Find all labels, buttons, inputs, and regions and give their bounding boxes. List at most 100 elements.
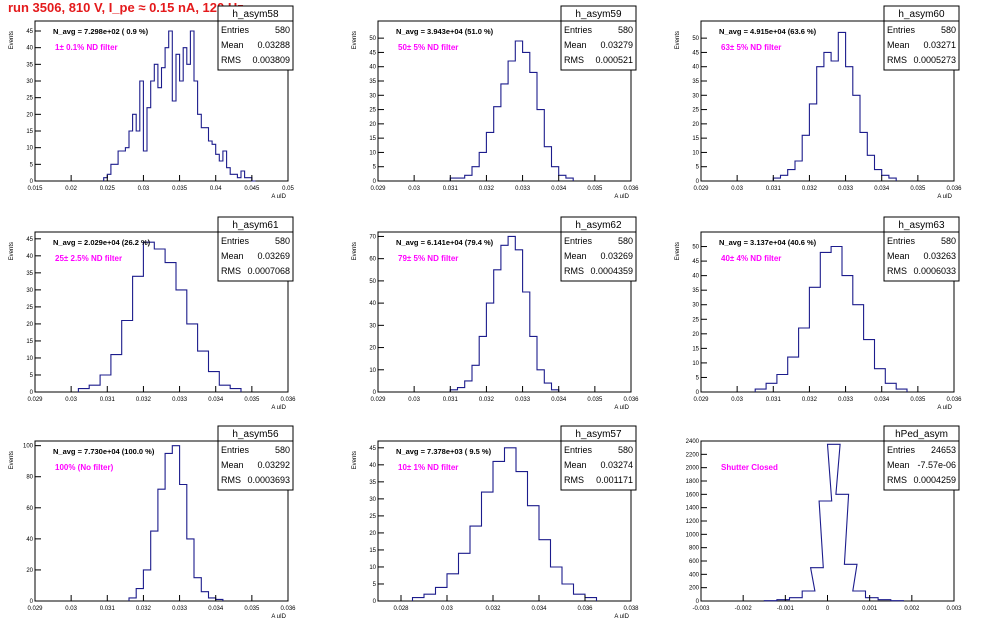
x-axis-label: A uID xyxy=(271,614,286,620)
y-tick-label: 0 xyxy=(373,599,377,605)
stats-title: h_asym61 xyxy=(232,220,279,231)
x-tick-label: 0.034 xyxy=(208,397,224,403)
y-tick-label: 5 xyxy=(373,582,377,588)
x-tick-label: -0.001 xyxy=(777,606,795,612)
x-tick-label: 0.03 xyxy=(138,186,150,192)
navg-label: N_avg = 7.298e+02 ( 0.9 %) xyxy=(53,27,149,36)
stats-value: 0.03269 xyxy=(600,251,633,261)
x-tick-label: 0.031 xyxy=(443,186,459,192)
stats-value: 0.001171 xyxy=(596,475,633,485)
x-axis-label: A uID xyxy=(271,194,286,200)
y-tick-label: 30 xyxy=(369,497,376,503)
stats-label: Mean xyxy=(221,460,244,470)
y-tick-label: 200 xyxy=(689,586,700,592)
stats-value: 0.0007068 xyxy=(247,266,290,276)
y-tick-label: 50 xyxy=(369,279,376,285)
stats-box xyxy=(883,216,960,282)
stats-label: RMS xyxy=(564,475,584,485)
y-tick-label: 20 xyxy=(369,531,376,537)
stats-label: RMS xyxy=(564,266,584,276)
filter-annotation: 63± 5% ND filter xyxy=(721,43,781,52)
stats-value: 0.03269 xyxy=(257,251,290,261)
navg-label: N_avg = 7.730e+04 (100.0 %) xyxy=(53,447,155,456)
stats-label: RMS xyxy=(221,55,241,65)
x-tick-label: 0.031 xyxy=(766,397,782,403)
stats-label: Mean xyxy=(887,251,910,261)
x-tick-label: -0.002 xyxy=(735,606,753,612)
y-tick-label: 35 xyxy=(369,480,376,486)
stats-value: 0.03292 xyxy=(257,460,290,470)
x-tick-label: 0.036 xyxy=(623,186,639,192)
y-tick-label: 5 xyxy=(373,165,377,171)
stats-value: 0.03274 xyxy=(600,460,633,470)
stats-title: h_asym59 xyxy=(575,9,622,20)
histogram-panel-h_asym57: 0.028 0.03 0.032 0.034 0.036 0.038 0 5 10 15 20 25 3… xyxy=(352,425,639,620)
stats-title: hPed_asym xyxy=(895,429,948,440)
x-tick-label: 0.032 xyxy=(136,397,152,403)
x-tick-label: -0.003 xyxy=(692,606,710,612)
y-tick-label: 10 xyxy=(369,565,376,571)
stats-label: RMS xyxy=(221,266,241,276)
x-axis-label: A uID xyxy=(937,405,952,411)
y-tick-label: 40 xyxy=(369,65,376,71)
y-tick-label: 45 xyxy=(26,29,33,35)
x-tick-label: 0.03 xyxy=(408,397,420,403)
x-tick-label: 0.02 xyxy=(65,186,77,192)
x-tick-label: 0.033 xyxy=(838,397,854,403)
y-tick-label: 5 xyxy=(696,165,700,171)
stats-value: 580 xyxy=(275,445,290,455)
y-tick-label: 20 xyxy=(26,568,33,574)
x-tick-label: 0.031 xyxy=(100,397,116,403)
y-tick-label: 20 xyxy=(369,122,376,128)
y-tick-label: 20 xyxy=(369,346,376,352)
y-tick-label: 2400 xyxy=(686,439,700,445)
x-tick-label: 0.032 xyxy=(802,186,818,192)
plot-frame xyxy=(34,440,289,602)
stats-label: Mean xyxy=(887,460,910,470)
x-tick-label: 0.03 xyxy=(408,186,420,192)
y-tick-label: 1600 xyxy=(686,492,700,498)
y-tick-label: 20 xyxy=(26,112,33,118)
x-tick-label: 0.015 xyxy=(27,186,43,192)
y-tick-label: 10 xyxy=(692,361,699,367)
histogram-panel-h_asym63: 0.029 0.03 0.031 0.032 0.033 0.034 0.035 0.036 0… xyxy=(675,216,962,411)
stats-value: 0.000521 xyxy=(595,55,633,65)
x-tick-label: 0.032 xyxy=(479,186,495,192)
y-tick-label: 400 xyxy=(689,572,700,578)
stats-label: Mean xyxy=(887,40,910,50)
stats-label: Entries xyxy=(887,445,916,455)
histogram-panel-h_asym60: 0.029 0.03 0.031 0.032 0.033 0.034 0.035 0.036 0… xyxy=(675,5,962,200)
y-tick-label: 2000 xyxy=(686,466,700,472)
x-tick-label: 0.032 xyxy=(802,397,818,403)
stats-box xyxy=(560,216,637,282)
x-tick-label: 0.033 xyxy=(515,397,531,403)
x-tick-label: 0.034 xyxy=(208,606,224,612)
x-tick-label: 0.031 xyxy=(443,397,459,403)
y-tick-label: 30 xyxy=(369,93,376,99)
histogram-line xyxy=(763,443,904,602)
filter-annotation: 10± 1% ND filter xyxy=(398,463,458,472)
x-tick-label: 0.031 xyxy=(766,186,782,192)
x-tick-label: 0.035 xyxy=(172,186,188,192)
stats-value: 0.0004359 xyxy=(590,266,633,276)
x-tick-label: 0.029 xyxy=(693,186,709,192)
stats-label: Mean xyxy=(564,40,587,50)
stats-box xyxy=(217,5,294,71)
stats-value: 0.0005273 xyxy=(913,55,956,65)
y-tick-label: 1200 xyxy=(686,519,700,525)
x-tick-label: 0.034 xyxy=(874,186,890,192)
x-tick-label: 0.034 xyxy=(551,186,567,192)
y-axis-label: Events xyxy=(352,242,358,260)
y-tick-label: 35 xyxy=(692,288,699,294)
y-tick-label: 1800 xyxy=(686,479,700,485)
y-tick-label: 0 xyxy=(30,179,34,185)
x-tick-label: 0.05 xyxy=(282,186,294,192)
y-tick-label: 1000 xyxy=(686,532,700,538)
stats-box xyxy=(560,5,637,71)
y-tick-label: 10 xyxy=(369,150,376,156)
stats-label: Entries xyxy=(564,445,593,455)
histogram-line xyxy=(77,241,242,392)
stats-title: h_asym58 xyxy=(232,9,279,20)
y-tick-label: 10 xyxy=(692,150,699,156)
y-tick-label: 15 xyxy=(369,136,376,142)
